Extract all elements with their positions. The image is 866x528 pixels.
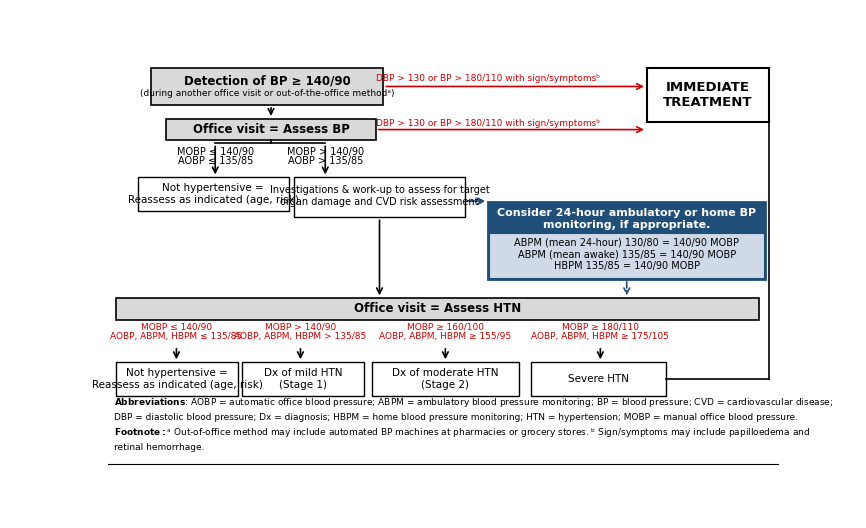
Text: AOBP, ABPM, HBPM > 135/85: AOBP, ABPM, HBPM > 135/85 xyxy=(235,332,366,341)
Text: MOBP > 140/90: MOBP > 140/90 xyxy=(265,323,336,332)
Bar xyxy=(151,68,384,105)
Text: (during another office visit or out-of-the-office methodᵃ): (during another office visit or out-of-t… xyxy=(140,89,394,98)
Bar xyxy=(138,177,289,211)
Text: ABPM (mean 24-hour) 130/80 = 140/90 MOBP: ABPM (mean 24-hour) 130/80 = 140/90 MOBP xyxy=(514,238,740,248)
Text: HBPM 135/85 = 140/90 MOBP: HBPM 135/85 = 140/90 MOBP xyxy=(553,261,700,271)
Text: AOBP, ABPM, HBPM ≤ 135/85: AOBP, ABPM, HBPM ≤ 135/85 xyxy=(110,332,242,341)
Bar xyxy=(488,202,766,279)
Text: AOBP > 135/85: AOBP > 135/85 xyxy=(288,156,363,166)
Bar xyxy=(647,68,769,122)
Bar xyxy=(166,119,376,140)
Text: TREATMENT: TREATMENT xyxy=(663,96,753,109)
Bar xyxy=(488,233,765,279)
Text: AOBP, ABPM, HBPM ≥ 155/95: AOBP, ABPM, HBPM ≥ 155/95 xyxy=(379,332,512,341)
Text: Office visit = Assess HTN: Office visit = Assess HTN xyxy=(354,303,521,316)
Text: Detection of BP ≥ 140/90: Detection of BP ≥ 140/90 xyxy=(184,74,351,88)
Text: Reassess as indicated (age, risk): Reassess as indicated (age, risk) xyxy=(92,380,262,390)
Text: Dx of mild HTN: Dx of mild HTN xyxy=(263,368,342,378)
Text: Dx of moderate HTN: Dx of moderate HTN xyxy=(392,368,499,378)
Text: Investigations & work-up to assess for target: Investigations & work-up to assess for t… xyxy=(269,185,489,195)
Text: DBP > 130 or BP > 180/110 with sign/symptomsᵇ: DBP > 130 or BP > 180/110 with sign/symp… xyxy=(376,119,600,128)
Text: MOBP ≥ 160/100: MOBP ≥ 160/100 xyxy=(407,323,484,332)
Text: DBP > 130 or BP > 180/110 with sign/symptomsᵇ: DBP > 130 or BP > 180/110 with sign/symp… xyxy=(376,74,600,83)
Bar xyxy=(531,362,666,396)
Bar xyxy=(242,362,364,396)
Text: Not hypertensive =: Not hypertensive = xyxy=(163,183,264,193)
Text: MOBP > 140/90: MOBP > 140/90 xyxy=(287,147,364,157)
Text: ABPM (mean awake) 135/85 = 140/90 MOBP: ABPM (mean awake) 135/85 = 140/90 MOBP xyxy=(518,249,736,259)
Text: IMMEDIATE: IMMEDIATE xyxy=(666,81,750,94)
Text: Severe HTN: Severe HTN xyxy=(568,374,629,384)
Text: Office visit = Assess BP: Office visit = Assess BP xyxy=(192,123,350,136)
Bar xyxy=(116,362,238,396)
Text: (Stage 1): (Stage 1) xyxy=(279,380,326,390)
Bar xyxy=(116,298,759,320)
Text: (Stage 2): (Stage 2) xyxy=(422,380,469,390)
Text: MOBP ≤ 140/90: MOBP ≤ 140/90 xyxy=(141,323,212,332)
Bar xyxy=(372,362,519,396)
Text: organ damage and CVD risk assessment: organ damage and CVD risk assessment xyxy=(281,197,479,207)
Text: Reassess as indicated (age, risk): Reassess as indicated (age, risk) xyxy=(128,195,299,205)
Text: monitoring, if appropriate.: monitoring, if appropriate. xyxy=(543,220,710,230)
Text: AOBP, ABPM, HBPM ≥ 175/105: AOBP, ABPM, HBPM ≥ 175/105 xyxy=(532,332,669,341)
Text: $\bf{Abbreviations}$: AOBP = automatic office blood pressure; ABPM = ambulatory : $\bf{Abbreviations}$: AOBP = automatic o… xyxy=(114,396,834,451)
Bar xyxy=(294,177,465,218)
Text: MOBP ≥ 180/110: MOBP ≥ 180/110 xyxy=(562,323,639,332)
Text: AOBP ≤ 135/85: AOBP ≤ 135/85 xyxy=(178,156,253,166)
Text: MOBP ≤ 140/90: MOBP ≤ 140/90 xyxy=(177,147,254,157)
Text: Not hypertensive =: Not hypertensive = xyxy=(126,368,228,378)
Text: Consider 24-hour ambulatory or home BP: Consider 24-hour ambulatory or home BP xyxy=(497,208,756,218)
